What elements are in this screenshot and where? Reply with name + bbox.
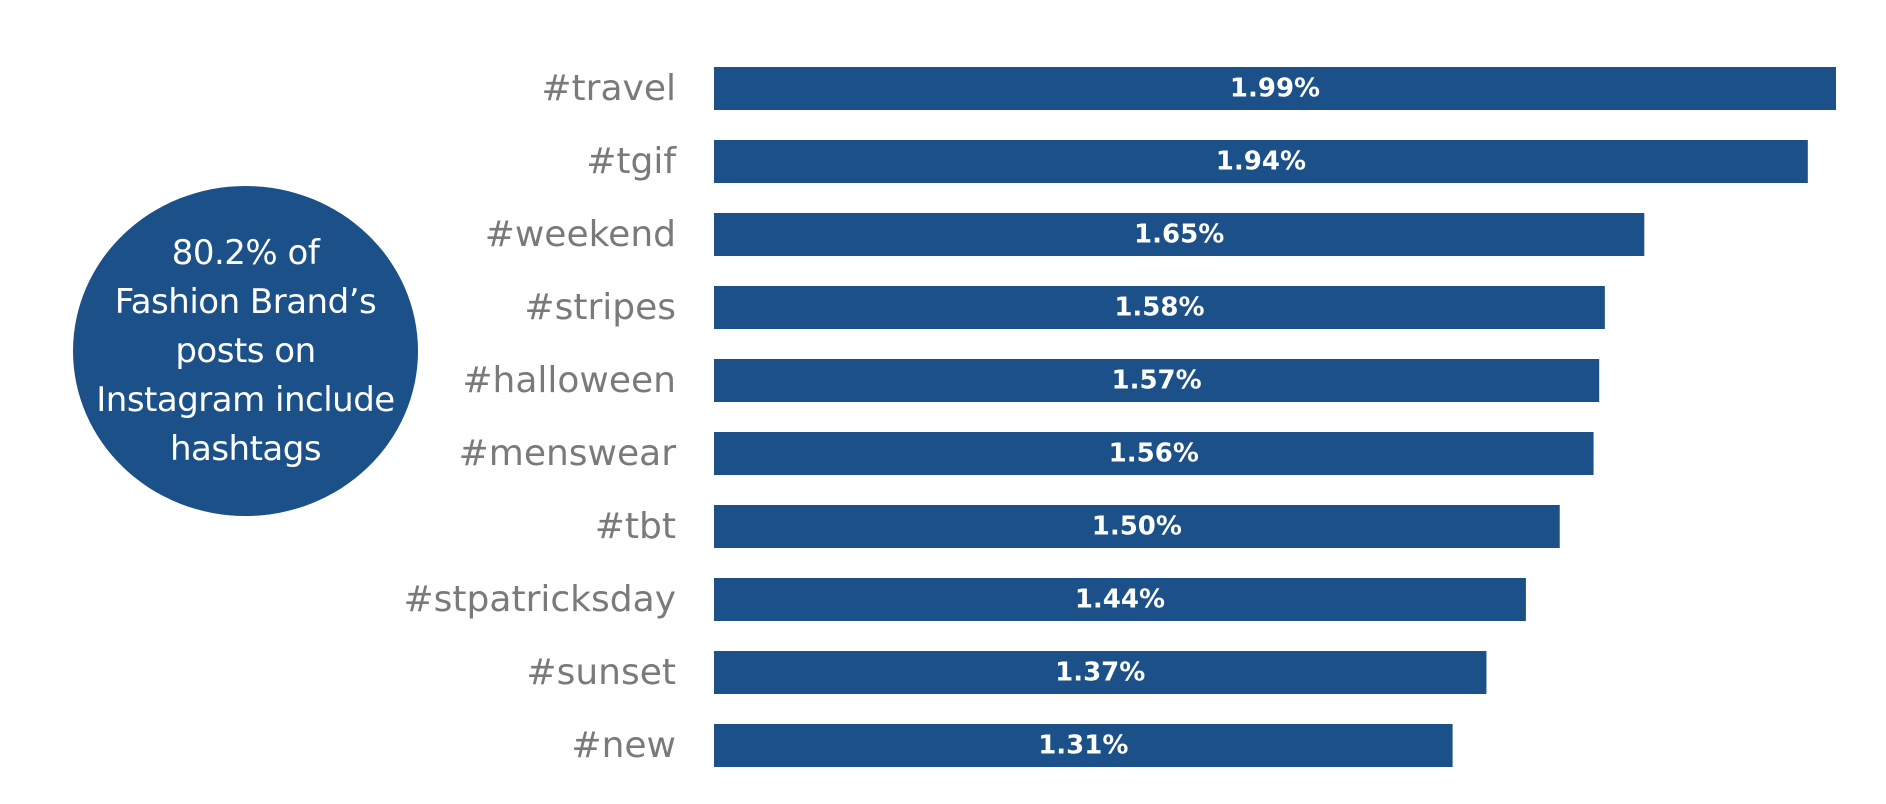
callout-line: hashtags [169,428,322,469]
bar-weekend [714,213,1645,256]
callout-line: Fashion Brand’s [114,281,377,322]
callout-line: Instagram include [96,379,395,420]
category-label: #travel [541,68,676,109]
bar-halloween [714,359,1600,402]
bar-menswear [714,432,1594,475]
value-label: 1.56% [1109,439,1199,469]
callout-line: 80.2% of [171,232,320,273]
bar-stripes [714,286,1605,329]
callout-circle: 80.2% of Fashion Brand’s posts on Instag… [73,186,418,516]
value-label: 1.65% [1134,220,1224,250]
value-label: 1.37% [1055,658,1145,688]
category-label: #tbt [595,506,676,547]
callout-text: 80.2% of Fashion Brand’s posts on Instag… [86,229,406,474]
category-label: #new [571,725,676,766]
bar-sunset [714,651,1487,694]
category-label: #stpatricksday [404,579,676,620]
value-label: 1.94% [1216,147,1306,177]
category-label: #menswear [459,433,677,474]
category-label: #stripes [524,287,676,328]
category-label: #tgif [586,141,677,182]
value-label: 1.58% [1114,293,1204,323]
value-label: 1.57% [1111,366,1201,396]
bar-travel [714,67,1836,110]
value-label: 1.31% [1038,731,1128,761]
bar-stpatricksday [714,578,1526,621]
value-label: 1.50% [1092,512,1182,542]
bar-new [714,724,1453,767]
category-label: #halloween [462,360,676,401]
category-label: #weekend [485,214,676,255]
bar-tbt [714,505,1560,548]
callout-line: posts on [175,330,316,371]
category-label: #sunset [526,652,676,693]
value-label: 1.99% [1230,74,1320,104]
value-label: 1.44% [1075,585,1165,615]
bar-tgif [714,140,1808,183]
